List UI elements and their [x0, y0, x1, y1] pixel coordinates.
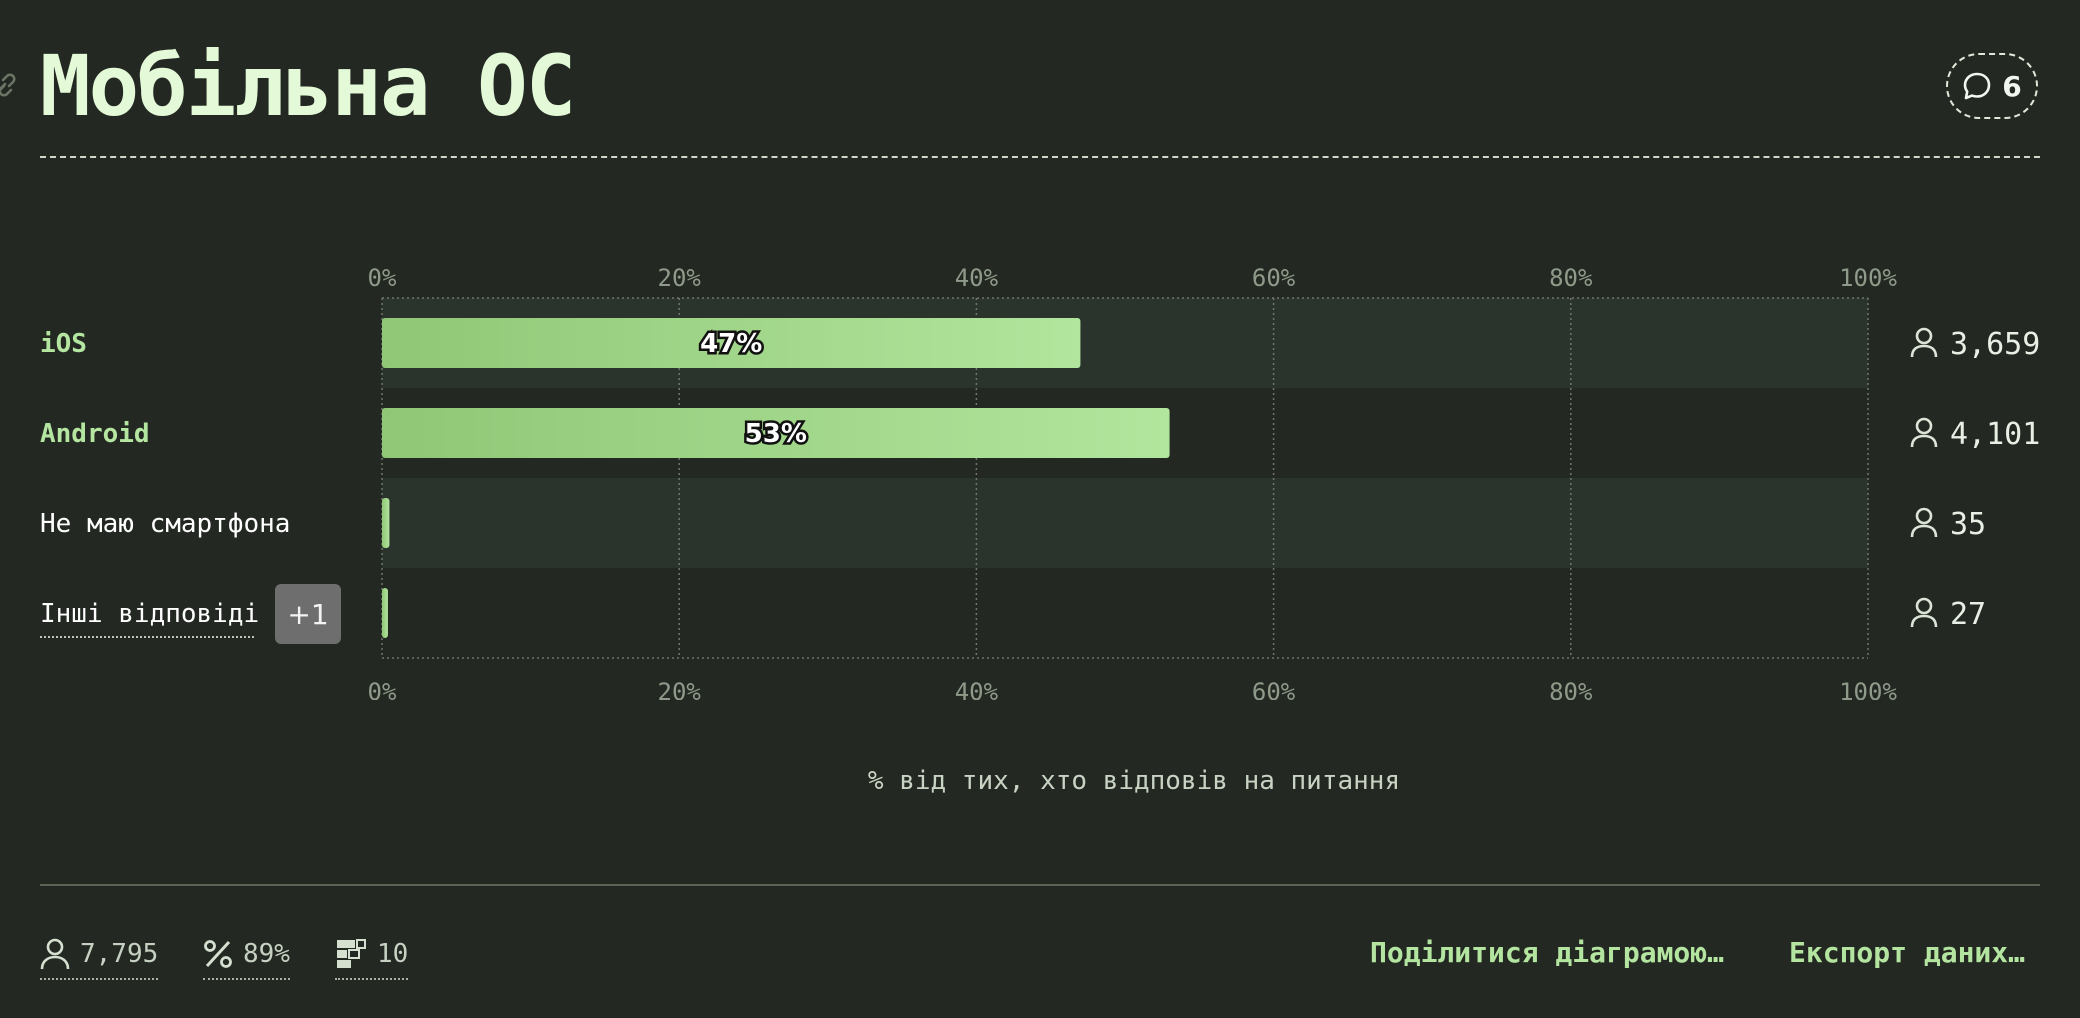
x-tick-label-bottom: 80% — [1549, 678, 1593, 700]
x-axis-title: % від тих, хто відповів на питання — [867, 766, 1401, 796]
respondent-count: 4,101 — [1950, 417, 2040, 452]
respondent-count: 3,659 — [1950, 327, 2040, 362]
respondents-value: 7,795 — [80, 939, 159, 969]
comment-icon — [1963, 72, 1991, 100]
questions-value: 10 — [377, 939, 409, 969]
x-tick-label-bottom: 0% — [368, 678, 397, 700]
bar-value-label: 53% — [745, 419, 807, 449]
x-tick-label-top: 100% — [1839, 264, 1897, 292]
bar — [382, 498, 390, 548]
x-tick-label-top: 20% — [658, 264, 702, 292]
bar — [382, 408, 1170, 458]
person-icon — [40, 938, 70, 970]
link-icon[interactable] — [0, 72, 20, 98]
page-title: Мобільна ОС — [40, 37, 576, 135]
respondent-count: 35 — [1950, 507, 1986, 542]
questions-stat[interactable]: 10 — [335, 934, 409, 980]
percent-value: 89% — [243, 939, 290, 969]
questions-icon — [337, 939, 366, 968]
row-stripe — [382, 478, 1868, 568]
x-tick-label-top: 40% — [955, 264, 999, 292]
category-label: Інші відповіді — [40, 599, 259, 629]
person-icon — [1910, 327, 1938, 358]
export-data-link[interactable]: Експорт даних… — [1789, 936, 2026, 969]
respondents-stat[interactable]: 7,795 — [40, 934, 159, 980]
others-expand-badge[interactable]: +1 — [275, 584, 341, 644]
x-tick-label-bottom: 60% — [1252, 678, 1296, 700]
percent-stat[interactable]: 89% — [203, 934, 290, 980]
category-label: Не маю смартфона — [40, 509, 290, 539]
bar-value-label: 47% — [700, 329, 762, 359]
comments-button[interactable]: 6 — [1946, 53, 2038, 119]
title-divider — [40, 156, 2040, 158]
respondent-count: 27 — [1950, 597, 1986, 632]
comments-count: 6 — [2002, 69, 2022, 103]
x-tick-label-top: 60% — [1252, 264, 1296, 292]
bar — [382, 318, 1081, 368]
bar — [382, 588, 388, 638]
x-tick-label-bottom: 100% — [1839, 678, 1897, 700]
person-icon — [1910, 507, 1938, 538]
footer-divider — [40, 884, 2040, 886]
x-tick-label-bottom: 20% — [658, 678, 702, 700]
x-tick-label-top: 0% — [368, 264, 397, 292]
share-chart-link[interactable]: Поділитися діаграмою… — [1370, 936, 1725, 969]
x-tick-label-bottom: 40% — [955, 678, 999, 700]
person-icon — [1910, 597, 1938, 628]
x-tick-label-top: 80% — [1549, 264, 1593, 292]
category-label: iOS — [40, 329, 87, 359]
others-label-underline — [40, 636, 254, 638]
person-icon — [1910, 417, 1938, 448]
category-label: Android — [40, 419, 150, 449]
bar-chart: 0% 0% 20% 20% 40% 40% 60% 60% 80% 80% 100% 100% 47% i… — [40, 264, 2040, 700]
percent-icon — [204, 940, 232, 968]
